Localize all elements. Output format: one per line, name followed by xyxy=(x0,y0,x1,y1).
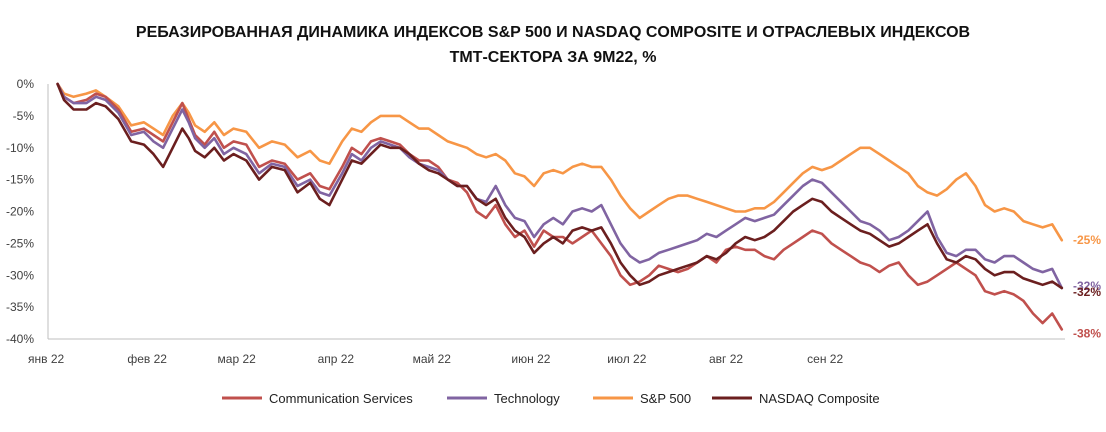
x-tick-label: янв 22 xyxy=(28,352,65,366)
series-line-s-p-500 xyxy=(56,82,1064,242)
chart-title: РЕБАЗИРОВАННАЯ ДИНАМИКА ИНДЕКСОВ S&P 500… xyxy=(0,20,1106,70)
y-tick-label: -40% xyxy=(6,332,34,346)
x-tick-label: июн 22 xyxy=(511,352,550,366)
y-tick-label: -35% xyxy=(6,300,34,314)
x-tick-label: май 22 xyxy=(413,352,452,366)
legend-label: Communication Services xyxy=(269,391,413,406)
legend-label: Technology xyxy=(494,391,560,406)
x-tick-label: сен 22 xyxy=(807,352,843,366)
series-line-technology xyxy=(56,82,1064,290)
end-value-label: -25% xyxy=(1073,233,1101,247)
legend-label: S&P 500 xyxy=(640,391,691,406)
series-line-nasdaq-composite xyxy=(56,82,1064,290)
y-tick-label: -20% xyxy=(6,205,34,219)
end-value-label: -32% xyxy=(1073,279,1101,293)
x-tick-label: июл 22 xyxy=(607,352,646,366)
chart-title-line-1: РЕБАЗИРОВАННАЯ ДИНАМИКА ИНДЕКСОВ S&P 500… xyxy=(135,24,971,41)
x-tick-label: фев 22 xyxy=(127,352,167,366)
y-tick-label: -15% xyxy=(6,173,34,187)
y-tick-label: 0% xyxy=(17,77,35,91)
y-tick-label: -30% xyxy=(6,268,34,282)
end-value-label: -38% xyxy=(1073,326,1101,340)
y-tick-label: -10% xyxy=(6,141,34,155)
x-tick-label: мар 22 xyxy=(218,352,257,366)
x-tick-label: апр 22 xyxy=(318,352,355,366)
x-tick-label: авг 22 xyxy=(709,352,743,366)
series-line-communication-services xyxy=(56,82,1064,331)
chart-title-line-2: ТМТ-СЕКТОРА ЗА 9М22, % xyxy=(449,49,657,66)
end-value-label: -32% xyxy=(1073,285,1101,299)
y-tick-label: -25% xyxy=(6,236,34,250)
legend-label: NASDAQ Composite xyxy=(759,391,880,406)
y-tick-label: -5% xyxy=(13,109,35,123)
